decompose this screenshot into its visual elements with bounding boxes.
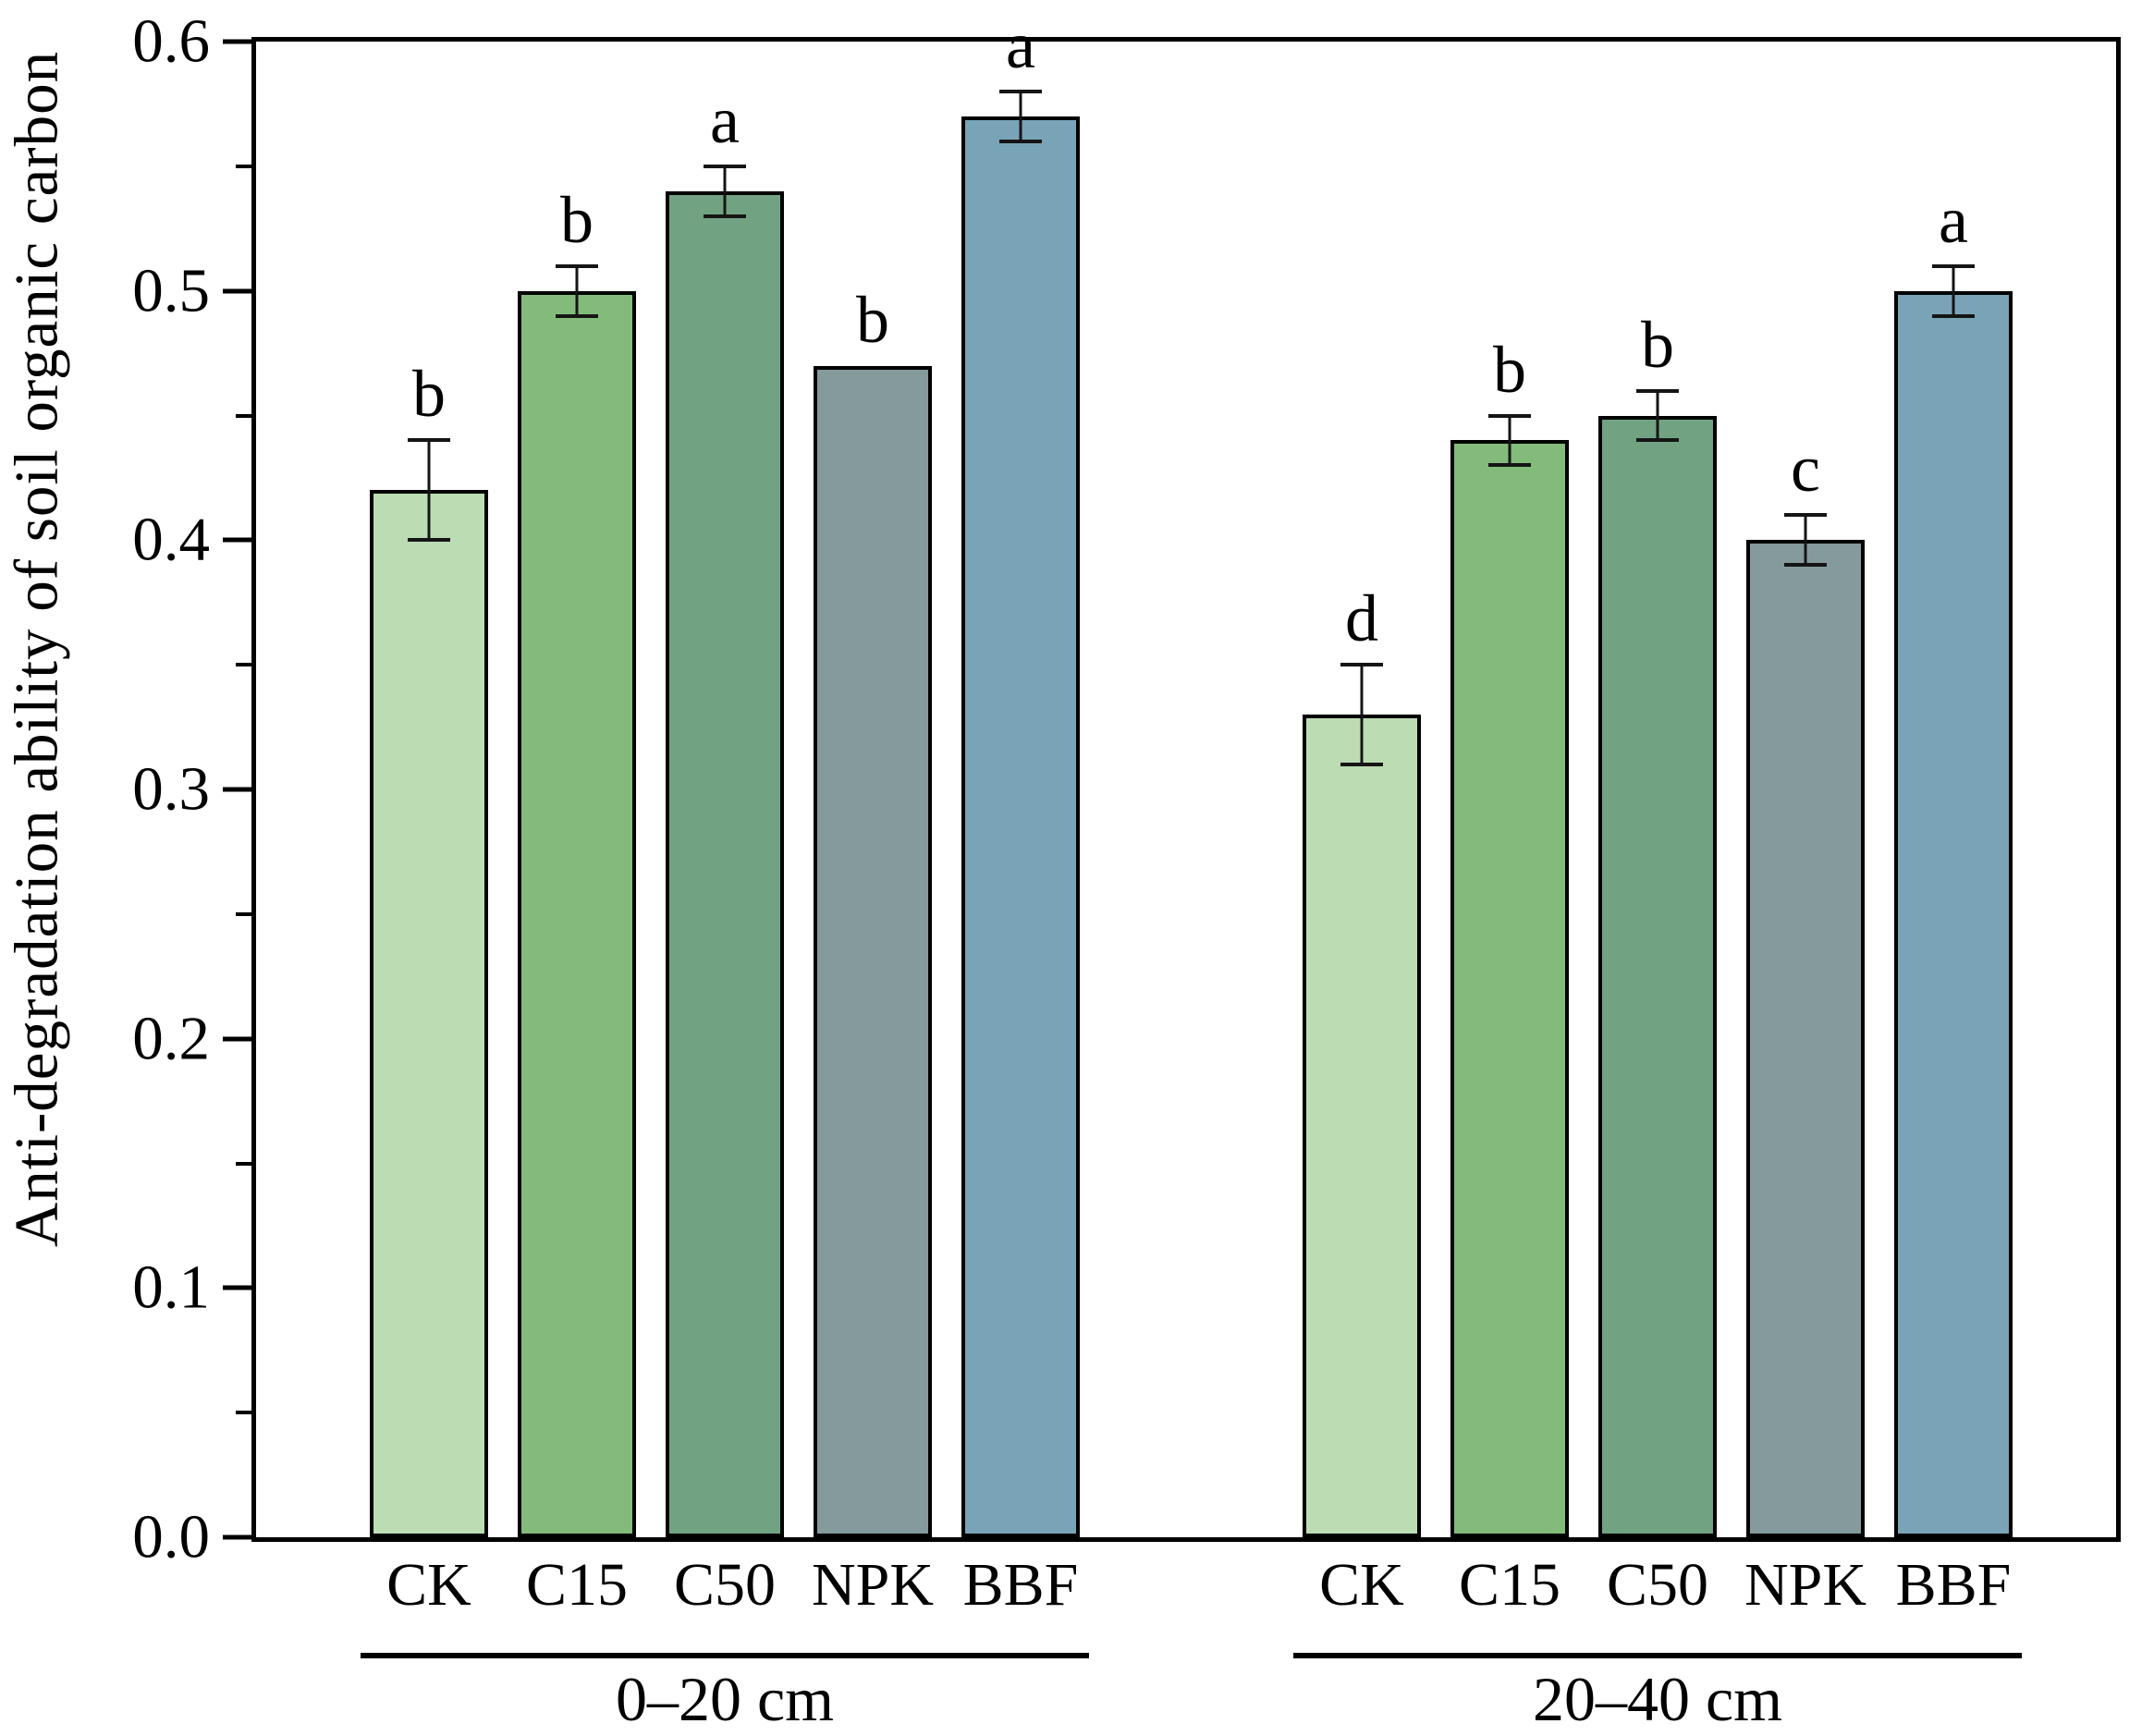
significance-letter: c xyxy=(1791,432,1820,507)
y-major-tick xyxy=(223,1285,256,1290)
significance-letter: b xyxy=(412,357,446,432)
significance-letter: b xyxy=(1641,307,1674,382)
error-bar-cap-top xyxy=(1784,513,1827,518)
error-bar-cap-top xyxy=(1488,413,1531,418)
category-label-C50: C50 xyxy=(1606,1551,1709,1619)
y-minor-tick xyxy=(236,413,256,418)
y-tick-label: 0.6 xyxy=(132,6,210,76)
bar-slot: c xyxy=(1746,42,1865,1537)
error-bar-line xyxy=(723,165,727,216)
bar-slot: b xyxy=(1450,42,1569,1537)
bar-slot: b xyxy=(1598,42,1717,1537)
significance-letter: a xyxy=(1006,7,1035,82)
bar-C50 xyxy=(666,190,784,1537)
error-bar-line xyxy=(1019,91,1022,141)
plot-area: 0.0 0.1 0.2 0.3 0.4 0.5 0.6 b b a b a d b b c a xyxy=(132,10,2121,1568)
bar-C15 xyxy=(1450,440,1569,1537)
bar-slot: a xyxy=(961,12,1080,1537)
y-tick-label: 0.3 xyxy=(132,754,210,824)
category-label-CK: CK xyxy=(386,1551,471,1619)
group-label: 0–20 cm xyxy=(615,1664,835,1734)
bar-slot: a xyxy=(1894,42,2013,1537)
y-major-tick xyxy=(223,39,256,44)
category-label-C15: C15 xyxy=(525,1551,629,1619)
bar-slot: b xyxy=(370,42,488,1537)
error-bar-cap-top xyxy=(556,263,598,268)
bar-group: d b b c a xyxy=(1303,42,2013,1537)
error-bar-line xyxy=(1360,665,1364,765)
y-minor-tick xyxy=(236,1161,256,1166)
category-label-BBF: BBF xyxy=(1895,1551,2012,1619)
error-bar-line xyxy=(1508,415,1511,466)
y-minor-tick xyxy=(236,663,256,667)
category-label-C50: C50 xyxy=(673,1551,777,1619)
category-label-NPK: NPK xyxy=(811,1551,935,1619)
error-bar-line xyxy=(427,440,431,541)
bar-slot: d xyxy=(1303,42,1421,1537)
error-bar-cap-bottom xyxy=(556,313,598,318)
error-bar-cap-top xyxy=(1636,388,1679,393)
y-minor-tick xyxy=(236,1411,256,1415)
y-major-tick xyxy=(223,537,256,543)
error-bar-cap-top xyxy=(1932,263,1975,268)
bar-BBF xyxy=(1894,290,2013,1537)
bar-CK xyxy=(370,490,488,1537)
error-bar-line xyxy=(1656,390,1659,441)
error-bar-cap-top xyxy=(1340,663,1383,667)
bar-slot: b xyxy=(814,42,932,1537)
y-tick-label: 0.0 xyxy=(132,1502,210,1571)
error-bar-line xyxy=(1804,515,1807,566)
error-bar-cap-bottom xyxy=(408,538,450,543)
category-label-C15: C15 xyxy=(1458,1551,1561,1619)
y-major-tick xyxy=(223,288,256,294)
group-underline xyxy=(1293,1653,2022,1658)
category-label-BBF: BBF xyxy=(962,1551,1079,1619)
error-bar-line xyxy=(575,265,579,316)
error-bar-cap-bottom xyxy=(1636,438,1679,443)
y-major-tick xyxy=(223,787,256,792)
bar-BBF xyxy=(961,116,1080,1537)
error-bar-cap-bottom xyxy=(704,214,746,218)
error-bar-line xyxy=(1952,265,1955,316)
y-tick-label: 0.2 xyxy=(132,1004,210,1073)
category-label-NPK: NPK xyxy=(1744,1551,1867,1619)
y-tick-label: 0.5 xyxy=(132,256,210,325)
group-label: 20–40 cm xyxy=(1532,1664,1783,1734)
bar-C50 xyxy=(1598,415,1717,1537)
error-bar-cap-top xyxy=(408,438,450,443)
bar-NPK xyxy=(814,365,932,1537)
category-label-CK: CK xyxy=(1319,1551,1404,1619)
error-bar-cap-bottom xyxy=(1784,563,1827,568)
error-bar-cap-bottom xyxy=(999,139,1042,143)
group-underline xyxy=(361,1653,1089,1658)
error-bar-cap-bottom xyxy=(1340,763,1383,767)
y-tick-label: 0.4 xyxy=(132,505,210,574)
significance-letter: a xyxy=(1939,182,1968,257)
significance-letter: d xyxy=(1345,581,1378,656)
significance-letter: b xyxy=(1493,332,1526,407)
bar-NPK xyxy=(1746,540,1865,1537)
y-minor-tick xyxy=(236,911,256,916)
error-bar-cap-bottom xyxy=(1488,463,1531,468)
bar-slot: a xyxy=(666,42,784,1537)
y-tick-label: 0.1 xyxy=(132,1253,210,1322)
significance-letter: a xyxy=(710,82,740,157)
error-bar-cap-bottom xyxy=(1932,313,1975,318)
y-minor-tick xyxy=(236,164,256,168)
significance-letter: b xyxy=(560,182,594,257)
bar-C15 xyxy=(518,290,636,1537)
bar-CK xyxy=(1303,715,1421,1537)
error-bar-cap-top xyxy=(999,89,1042,93)
y-major-tick xyxy=(223,1036,256,1042)
error-bar-cap-top xyxy=(704,164,746,168)
significance-letter: b xyxy=(856,282,889,357)
y-major-tick xyxy=(223,1534,256,1540)
bar-slot: b xyxy=(518,42,636,1537)
